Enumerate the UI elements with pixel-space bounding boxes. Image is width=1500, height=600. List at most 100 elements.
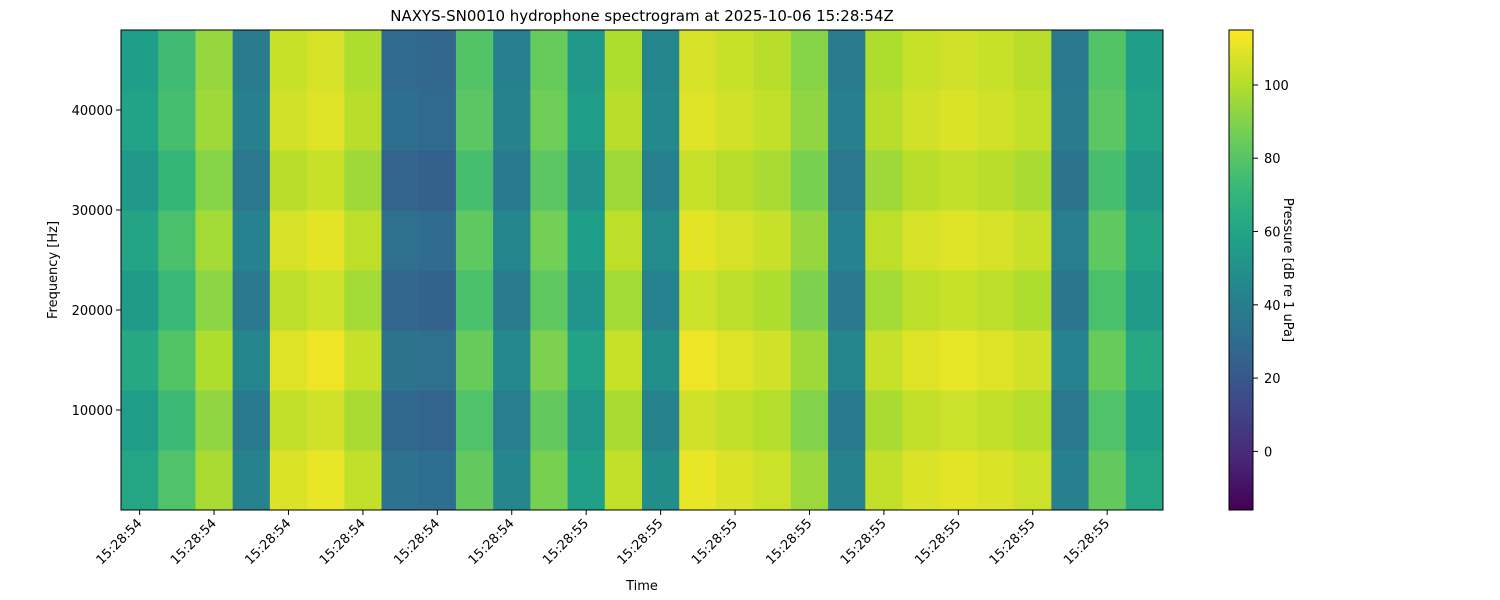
spectrogram-cell	[381, 30, 420, 91]
spectrogram-cell	[530, 90, 569, 151]
spectrogram-cell	[158, 150, 196, 211]
spectrogram-cell	[753, 210, 792, 271]
spectrogram-cell	[530, 150, 569, 211]
spectrogram-cell	[1014, 30, 1052, 91]
spectrogram-cell	[939, 90, 978, 151]
y-tick-label: 10000	[72, 404, 113, 419]
spectrogram-cell	[567, 270, 606, 331]
colorbar-tick-label: 40	[1264, 299, 1281, 314]
spectrogram-cell	[381, 150, 420, 211]
spectrogram-cell	[530, 390, 569, 451]
spectrogram-cell	[716, 150, 755, 211]
spectrogram-cell	[828, 30, 866, 91]
spectrogram-cell	[455, 150, 494, 211]
x-tick-label: 15:28:54	[94, 516, 146, 568]
spectrogram-cell	[865, 270, 903, 331]
spectrogram-cell	[902, 150, 941, 211]
spectrogram-cell	[902, 270, 941, 331]
spectrogram-cell	[1051, 450, 1090, 511]
spectrogram-cell	[1014, 150, 1052, 211]
spectrogram-cell	[269, 30, 308, 91]
spectrogram-cell	[158, 270, 196, 331]
spectrogram-cell	[418, 90, 457, 151]
spectrogram-cell	[158, 450, 196, 511]
spectrogram-cell	[530, 30, 569, 91]
spectrogram-cell	[158, 330, 196, 391]
spectrogram-cell	[1088, 150, 1127, 211]
spectrogram-cell	[232, 390, 271, 451]
spectrogram-cell	[642, 450, 680, 511]
colorbar-tick-label: 100	[1264, 79, 1289, 94]
x-tick-label: 15:28:55	[540, 516, 592, 568]
spectrogram-cell	[1051, 270, 1090, 331]
x-tick-label: 15:28:55	[987, 516, 1039, 568]
spectrogram-cell	[939, 150, 978, 211]
spectrogram-cell	[121, 330, 159, 391]
spectrogram-cell	[828, 210, 866, 271]
spectrogram-cell	[976, 450, 1015, 511]
spectrogram-cell	[642, 30, 680, 91]
spectrogram-cell	[232, 330, 271, 391]
spectrogram-cell	[679, 450, 717, 511]
spectrogram-cell	[939, 390, 978, 451]
x-tick-label: 15:28:54	[391, 516, 443, 568]
spectrogram-cell	[753, 330, 792, 391]
spectrogram-cell	[790, 90, 829, 151]
spectrogram-cell	[269, 390, 308, 451]
spectrogram-cell	[269, 210, 308, 271]
spectrogram-cell	[976, 270, 1015, 331]
y-axis-label: Frequency [Hz]	[46, 221, 61, 319]
spectrogram-cell	[455, 270, 494, 331]
spectrogram-cell	[381, 390, 420, 451]
spectrogram-cell	[269, 150, 308, 211]
spectrogram-cell	[1051, 210, 1090, 271]
spectrogram-cell	[344, 210, 382, 271]
spectrogram-cell	[381, 330, 420, 391]
spectrogram-cell	[232, 450, 271, 511]
spectrogram-cell	[232, 90, 271, 151]
spectrogram-cell	[1051, 390, 1090, 451]
spectrogram-cell	[1088, 270, 1127, 331]
spectrogram-cell	[195, 90, 234, 151]
spectrogram-cell	[493, 330, 531, 391]
spectrogram-cell	[865, 30, 903, 91]
spectrogram-cell	[344, 450, 382, 511]
spectrogram-cell	[158, 30, 196, 91]
colorbar-tick-label: 80	[1264, 152, 1281, 167]
spectrogram-cell	[418, 30, 457, 91]
spectrogram-cell	[716, 270, 755, 331]
spectrogram-cell	[790, 330, 829, 391]
spectrogram-cell	[158, 390, 196, 451]
spectrogram-cell	[790, 270, 829, 331]
spectrogram-cell	[493, 450, 531, 511]
spectrogram-cell	[679, 150, 717, 211]
spectrogram-cell	[1014, 330, 1052, 391]
x-tick-label: 15:28:54	[317, 516, 369, 568]
spectrogram-cell	[121, 390, 159, 451]
spectrogram-cell	[195, 30, 234, 91]
spectrogram-cell	[530, 210, 569, 271]
spectrogram-cell	[642, 90, 680, 151]
spectrogram-cell	[865, 390, 903, 451]
spectrogram-cell	[493, 210, 531, 271]
spectrogram-cell	[1051, 30, 1090, 91]
spectrogram-cell	[604, 150, 643, 211]
spectrogram-cell	[828, 450, 866, 511]
spectrogram-cell	[642, 330, 680, 391]
spectrogram-cell	[1014, 270, 1052, 331]
spectrogram-cell	[493, 270, 531, 331]
spectrogram-cell	[418, 390, 457, 451]
spectrogram-cell	[269, 90, 308, 151]
spectrogram-cell	[1014, 210, 1052, 271]
spectrogram-cell	[307, 210, 345, 271]
spectrogram-cell	[679, 330, 717, 391]
spectrogram-cell	[604, 330, 643, 391]
spectrogram-cell	[753, 90, 792, 151]
x-tick-label: 15:28:55	[838, 516, 890, 568]
x-tick-label: 15:28:55	[1061, 516, 1113, 568]
spectrogram-cell	[865, 330, 903, 391]
spectrogram-cell	[753, 390, 792, 451]
spectrogram-cell	[902, 390, 941, 451]
spectrogram-cell	[344, 90, 382, 151]
